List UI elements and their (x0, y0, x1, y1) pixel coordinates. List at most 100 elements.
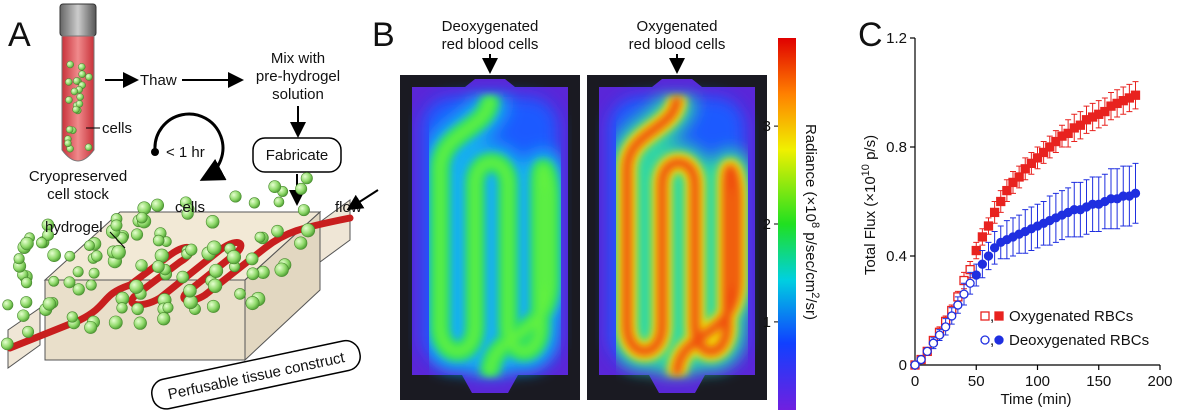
point (923, 347, 931, 355)
colorbar-label: Radiance (×108 p/sec/cm2/sr) (802, 124, 821, 320)
cell (78, 63, 85, 70)
label: hydrogel (45, 219, 103, 236)
cell (17, 310, 29, 322)
cell (77, 93, 84, 100)
cell (64, 140, 71, 147)
colorbar-tick-label: 2 (763, 216, 771, 233)
cell (65, 96, 72, 103)
panel-label: C (858, 16, 883, 54)
cell (275, 263, 289, 277)
cell (255, 232, 265, 242)
cell (48, 249, 61, 262)
cell (36, 237, 47, 248)
cell (247, 268, 259, 280)
legend-label: Oxygenated RBCs (1009, 308, 1133, 325)
cell (89, 268, 99, 278)
point (942, 323, 950, 331)
cell (134, 317, 147, 330)
cell (274, 197, 284, 207)
cell (208, 279, 222, 293)
cell (184, 284, 197, 297)
y-tick-label: 1.2 (886, 30, 907, 47)
label: cells (102, 120, 132, 137)
cell (129, 280, 143, 294)
cell (85, 74, 92, 81)
cell (21, 237, 34, 250)
point (995, 336, 1003, 344)
cell (112, 245, 126, 259)
cell (152, 261, 164, 273)
cell (271, 225, 283, 237)
heatmap-image (587, 75, 767, 400)
cell (66, 126, 73, 133)
legend-separator: , (990, 332, 994, 349)
cell (301, 224, 314, 237)
cell (131, 229, 143, 241)
cell (157, 313, 170, 326)
cell (64, 277, 75, 288)
panel-c: C Time (min) Total Flux (×1010 p/s) 0 0.4… (858, 16, 1173, 408)
point (917, 356, 925, 364)
cell (73, 284, 85, 296)
x-tick-label: 0 (911, 373, 919, 390)
cell (294, 237, 307, 250)
x-tick-label: 150 (1086, 373, 1111, 390)
cell (73, 267, 83, 277)
label: Thaw (140, 72, 177, 89)
text: Radiance (×10 (802, 124, 819, 222)
panel-b: B Radiance (×108 p/sec/cm2/sr) Deoxygena… (372, 16, 821, 410)
y-tick-label: 0.4 (886, 248, 907, 265)
point (1132, 91, 1140, 99)
x-tick-label: 100 (1025, 373, 1050, 390)
cell (301, 173, 312, 184)
point (948, 312, 956, 320)
cell (136, 212, 147, 223)
cell (84, 321, 96, 333)
point (960, 290, 968, 298)
point (1003, 187, 1011, 195)
image-title: red blood cells (442, 36, 539, 53)
cell (177, 271, 189, 283)
colorbar (778, 38, 796, 410)
cell (21, 277, 32, 288)
cell (163, 302, 173, 312)
cell (79, 71, 86, 78)
cell (151, 199, 163, 211)
cell (14, 253, 24, 263)
text: /sr) (802, 298, 819, 320)
point (972, 247, 980, 255)
cell (85, 144, 92, 151)
cell (235, 288, 246, 299)
cell (1, 338, 13, 350)
image-title: Deoxygenated (442, 18, 539, 35)
figure: A cells Thaw Mix with pre-hydrogel solut… (0, 0, 1181, 412)
text: p/sec/cm (802, 228, 819, 292)
legend-label: Deoxygenated RBCs (1009, 332, 1149, 349)
cell (132, 303, 144, 315)
cell (269, 181, 281, 193)
y-axis-label: Total Flux (×1010 p/s) (860, 135, 879, 275)
cell (298, 204, 309, 215)
cell (136, 260, 148, 272)
label: cell stock (47, 186, 109, 203)
cell (22, 326, 33, 337)
point (1015, 173, 1023, 181)
x-axis-label: Time (min) (1000, 391, 1071, 408)
cell (246, 296, 259, 309)
cell (73, 77, 80, 84)
colorbar-tick-label: 1 (763, 314, 771, 331)
label: Fabricate (266, 147, 329, 164)
point (995, 312, 1003, 320)
colorbar-tick-label: 3 (763, 118, 771, 135)
label: cells (175, 199, 205, 216)
cell (21, 296, 32, 307)
cell (67, 61, 74, 68)
point (1132, 189, 1140, 197)
label: pre-hydrogel (256, 68, 340, 85)
cell (230, 191, 241, 202)
panel-label: A (8, 16, 31, 54)
heatmap-image (400, 75, 580, 400)
cell (295, 183, 306, 194)
image-title: Oxygenated (637, 18, 718, 35)
dot (151, 148, 159, 156)
